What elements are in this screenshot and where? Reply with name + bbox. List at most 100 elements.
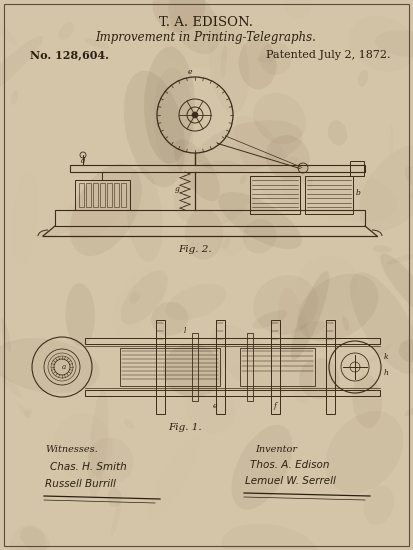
Ellipse shape: [107, 488, 122, 507]
Text: a: a: [62, 363, 66, 371]
Ellipse shape: [253, 93, 306, 144]
Text: e: e: [188, 68, 192, 76]
Text: Chas. H. Smith: Chas. H. Smith: [50, 462, 127, 472]
Ellipse shape: [123, 70, 185, 188]
Ellipse shape: [0, 36, 43, 103]
Ellipse shape: [259, 42, 292, 75]
Ellipse shape: [35, 226, 72, 238]
Text: Russell Burrill: Russell Burrill: [45, 479, 116, 489]
Bar: [240, 348, 315, 386]
Ellipse shape: [121, 271, 168, 324]
Ellipse shape: [129, 292, 140, 304]
Ellipse shape: [168, 0, 220, 54]
Text: e: e: [213, 402, 217, 410]
Bar: [93, 183, 98, 207]
Bar: [70, 165, 365, 172]
Text: Thos. A. Edison: Thos. A. Edison: [250, 460, 330, 470]
Bar: [85, 338, 380, 344]
Bar: [216, 320, 225, 414]
Bar: [156, 320, 165, 414]
Ellipse shape: [70, 164, 142, 256]
Text: d: d: [81, 157, 85, 165]
Ellipse shape: [352, 374, 382, 428]
Ellipse shape: [404, 408, 413, 416]
Text: Lemuel W. Serrell: Lemuel W. Serrell: [245, 476, 336, 486]
Text: No. 128,604.: No. 128,604.: [30, 50, 109, 60]
Circle shape: [192, 112, 198, 118]
Text: Patented July 2, 1872.: Patented July 2, 1872.: [266, 50, 390, 60]
Text: Improvement in Printing-Telegraphs.: Improvement in Printing-Telegraphs.: [95, 31, 316, 45]
Ellipse shape: [242, 219, 276, 254]
Ellipse shape: [20, 527, 50, 550]
Ellipse shape: [218, 192, 302, 249]
Bar: [120, 348, 220, 386]
Ellipse shape: [65, 283, 95, 346]
Bar: [107, 183, 112, 207]
Ellipse shape: [266, 135, 309, 179]
Ellipse shape: [144, 47, 195, 163]
Ellipse shape: [282, 166, 397, 223]
Ellipse shape: [278, 288, 313, 403]
Ellipse shape: [257, 56, 275, 63]
Ellipse shape: [253, 275, 318, 335]
Ellipse shape: [380, 254, 413, 318]
Text: T. A. EDISON.: T. A. EDISON.: [159, 15, 253, 29]
Ellipse shape: [151, 302, 188, 336]
Ellipse shape: [328, 120, 347, 146]
Bar: [121, 183, 126, 207]
Ellipse shape: [350, 272, 413, 374]
Ellipse shape: [363, 485, 394, 525]
Ellipse shape: [358, 70, 368, 87]
Bar: [326, 320, 335, 414]
Text: k: k: [384, 353, 389, 361]
Ellipse shape: [226, 363, 263, 398]
Text: f: f: [273, 402, 276, 410]
Ellipse shape: [297, 274, 378, 342]
Ellipse shape: [291, 271, 329, 360]
Ellipse shape: [1, 318, 11, 352]
Ellipse shape: [284, 0, 312, 18]
Ellipse shape: [161, 7, 233, 68]
Bar: [75, 180, 130, 210]
Text: Inventor: Inventor: [255, 445, 297, 454]
Ellipse shape: [234, 116, 301, 212]
Ellipse shape: [342, 316, 349, 331]
Bar: [350, 161, 364, 176]
Ellipse shape: [154, 68, 194, 172]
Ellipse shape: [252, 310, 287, 329]
Ellipse shape: [174, 140, 220, 201]
Bar: [305, 176, 353, 214]
Ellipse shape: [0, 338, 100, 393]
Ellipse shape: [166, 284, 226, 320]
Ellipse shape: [88, 390, 108, 499]
Ellipse shape: [197, 120, 303, 172]
Bar: [100, 183, 105, 207]
Ellipse shape: [185, 208, 223, 260]
Ellipse shape: [325, 411, 404, 493]
Bar: [250, 176, 300, 214]
Ellipse shape: [232, 425, 292, 510]
Text: Witnesses.: Witnesses.: [45, 445, 98, 454]
Bar: [114, 183, 119, 207]
Bar: [55, 210, 365, 226]
Ellipse shape: [85, 39, 109, 48]
Ellipse shape: [239, 38, 277, 90]
Ellipse shape: [299, 358, 339, 399]
Ellipse shape: [126, 167, 163, 262]
Ellipse shape: [218, 210, 249, 257]
Text: b: b: [356, 189, 361, 197]
Bar: [247, 333, 253, 401]
Ellipse shape: [59, 23, 74, 40]
Ellipse shape: [386, 254, 413, 265]
Bar: [271, 320, 280, 414]
Ellipse shape: [297, 255, 358, 315]
Ellipse shape: [240, 175, 247, 184]
Text: Fig. 2.: Fig. 2.: [178, 245, 212, 254]
Text: Fig. 1.: Fig. 1.: [168, 423, 202, 432]
Ellipse shape: [375, 30, 413, 57]
Text: h: h: [384, 369, 389, 377]
Ellipse shape: [185, 386, 236, 433]
Ellipse shape: [290, 321, 325, 339]
Ellipse shape: [163, 344, 222, 398]
Bar: [86, 183, 91, 207]
